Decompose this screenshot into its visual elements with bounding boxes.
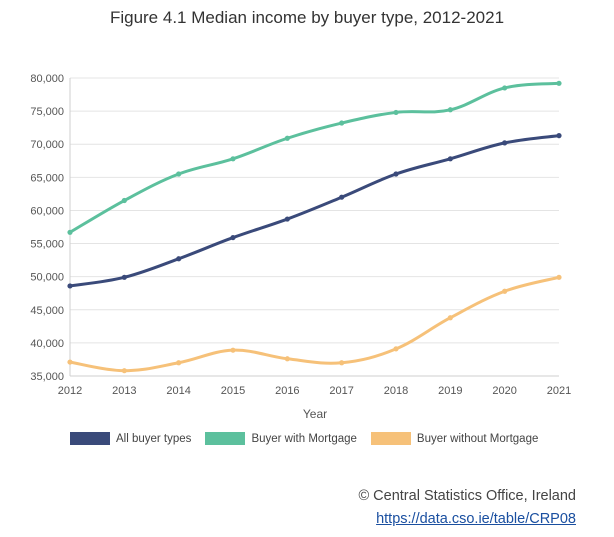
legend-swatch <box>370 432 411 445</box>
data-point-buyer-without-mortgage[interactable] <box>176 360 182 366</box>
legend-item-buyer-with-mortgage[interactable]: Buyer with Mortgage <box>205 432 357 445</box>
y-tick-label: 50,000 <box>30 272 64 284</box>
series-line-all-buyer-types <box>68 134 561 288</box>
data-point-all-buyer-types[interactable] <box>556 133 562 139</box>
data-point-buyer-without-mortgage[interactable] <box>284 356 290 362</box>
y-tick-label: 75,000 <box>30 106 64 118</box>
data-point-all-buyer-types[interactable] <box>284 216 290 222</box>
data-point-buyer-with-mortgage[interactable] <box>230 156 236 162</box>
y-tick-label: 80,000 <box>30 73 64 85</box>
source-text: © Central Statistics Office, Ireland <box>358 488 576 504</box>
data-point-all-buyer-types[interactable] <box>121 274 127 280</box>
y-tick-label: 70,000 <box>30 139 64 151</box>
legend-label: Buyer with Mortgage <box>251 432 357 445</box>
data-point-all-buyer-types[interactable] <box>176 256 182 262</box>
x-tick-label: 2021 <box>547 385 571 397</box>
y-tick-label: 65,000 <box>30 172 64 184</box>
series-lines <box>67 80 562 374</box>
data-point-buyer-with-mortgage[interactable] <box>121 197 127 204</box>
x-tick-labels: 2012 2013 2014 2015 2016 2017 2018 2019 2020 2021 <box>58 385 571 397</box>
data-point-buyer-with-mortgage[interactable] <box>176 171 182 177</box>
x-axis-title: Year <box>303 407 327 421</box>
data-point-buyer-with-mortgage[interactable] <box>284 135 290 141</box>
source-link[interactable]: https://data.cso.ie/table/CRP08 <box>376 511 576 527</box>
legend-label: Buyer without Mortgage <box>416 432 539 445</box>
series-line-buyer-with-mortgage <box>68 81 561 234</box>
x-tick-label: 2015 <box>221 385 245 397</box>
x-tick-label: 2020 <box>492 385 516 397</box>
data-point-buyer-without-mortgage[interactable] <box>393 346 399 352</box>
legend-swatch <box>70 432 110 445</box>
data-point-buyer-with-mortgage[interactable] <box>502 85 508 91</box>
legend: All buyer types Buyer with Mortgage Buye… <box>70 432 570 445</box>
data-point-buyer-without-mortgage[interactable] <box>556 274 562 280</box>
data-point-all-buyer-types[interactable] <box>447 156 453 162</box>
data-point-buyer-without-mortgage[interactable] <box>230 347 236 353</box>
line-chart: 35,000 40,000 45,000 50,000 55,000 60,000 65,0… <box>30 73 571 421</box>
grid-lines <box>69 77 559 377</box>
data-point-buyer-without-mortgage[interactable] <box>447 315 453 321</box>
data-point-buyer-without-mortgage[interactable] <box>339 360 345 366</box>
chart-title: Figure 4.1 Median income by buyer type, … <box>109 8 505 27</box>
data-point-buyer-without-mortgage[interactable] <box>67 359 73 365</box>
x-tick-label: 2019 <box>438 385 462 397</box>
x-tick-label: 2013 <box>112 385 136 397</box>
y-tick-label: 35,000 <box>30 371 64 383</box>
data-point-buyer-without-mortgage[interactable] <box>121 368 127 374</box>
data-point-buyer-with-mortgage[interactable] <box>339 120 345 126</box>
x-tick-label: 2016 <box>275 385 299 397</box>
data-point-all-buyer-types[interactable] <box>339 194 345 200</box>
data-point-all-buyer-types[interactable] <box>230 234 236 241</box>
x-tick-label: 2017 <box>329 385 353 397</box>
data-point-all-buyer-types[interactable] <box>393 171 399 177</box>
legend-item-all-buyer-types[interactable]: All buyer types <box>70 432 191 445</box>
data-point-buyer-without-mortgage[interactable] <box>502 288 508 294</box>
y-tick-label: 55,000 <box>30 239 64 251</box>
x-tick-label: 2018 <box>384 385 408 397</box>
x-tick-label: 2012 <box>58 385 82 397</box>
data-point-buyer-with-mortgage[interactable] <box>67 229 73 235</box>
data-point-buyer-with-mortgage[interactable] <box>447 107 453 113</box>
data-point-all-buyer-types[interactable] <box>67 283 73 289</box>
legend-swatch <box>205 432 246 445</box>
y-tick-label: 40,000 <box>30 338 64 350</box>
y-tick-labels: 35,000 40,000 45,000 50,000 55,000 60,000 65,0… <box>30 73 64 383</box>
legend-label: All buyer types <box>116 432 192 445</box>
source-credit: © Central Statistics Office, Ireland htt… <box>358 488 576 527</box>
x-tick-label: 2014 <box>166 385 190 397</box>
series-line-buyer-without-mortgage <box>68 275 561 373</box>
y-tick-label: 45,000 <box>30 305 64 317</box>
legend-item-buyer-without-mortgage[interactable]: Buyer without Mortgage <box>370 432 539 445</box>
data-point-all-buyer-types[interactable] <box>502 140 508 146</box>
y-tick-label: 60,000 <box>30 205 64 217</box>
data-point-buyer-with-mortgage[interactable] <box>556 80 562 86</box>
data-point-buyer-with-mortgage[interactable] <box>393 109 399 116</box>
